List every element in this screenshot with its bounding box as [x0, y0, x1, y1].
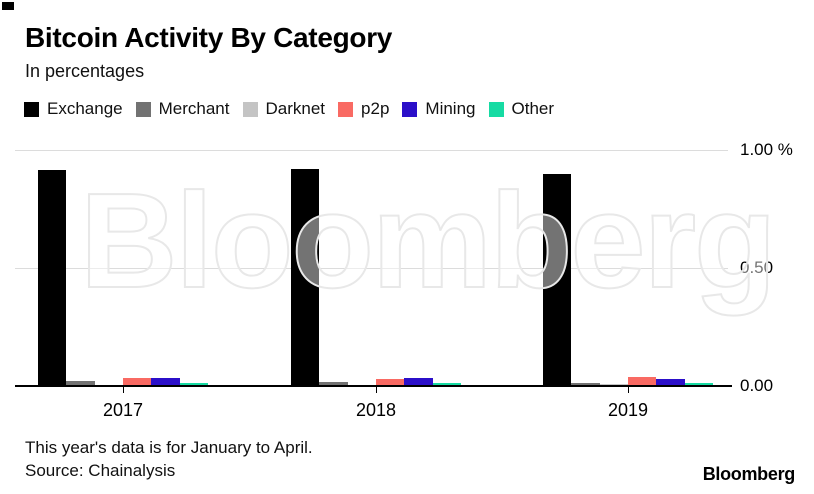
bar-2019-merchant [571, 382, 600, 386]
legend-item-mining: Mining [402, 99, 476, 119]
bloomberg-logo: Bloomberg [702, 464, 796, 484]
legend-label: p2p [361, 99, 390, 118]
source-line: Source: Chainalysis [25, 461, 176, 480]
bar-2019-exchange [543, 173, 572, 386]
x-axis-tick [123, 386, 124, 393]
legend-swatch-darknet [242, 101, 258, 117]
legend-item-merchant: Merchant [135, 99, 230, 119]
legend-item-darknet: Darknet [242, 99, 326, 119]
bar-2017-exchange [38, 170, 67, 386]
y-axis-tick-label: 0.50 [740, 258, 774, 277]
bar-2019-p2p [628, 377, 657, 386]
x-axis-label-2018: 2018 [355, 400, 397, 420]
legend-swatch-other [488, 101, 504, 117]
x-axis-tick [376, 386, 377, 393]
footnote: This year's data is for January to April… [25, 438, 313, 457]
x-axis-label-2017: 2017 [102, 400, 144, 420]
chart-subtitle: In percentages [25, 61, 145, 81]
legend-swatch-mining [402, 101, 418, 117]
legend-item-exchange: Exchange [24, 99, 123, 119]
bar-2018-merchant [319, 381, 348, 386]
legend-item-p2p: p2p [338, 99, 389, 119]
y-axis-tick-label: 1.00 % [740, 140, 793, 159]
x-axis-line [15, 385, 732, 387]
bar-2018-exchange [291, 168, 320, 386]
bar-2018-mining [404, 377, 433, 386]
bar-2017-merchant [66, 381, 95, 386]
corner-artifact [2, 2, 14, 10]
legend-label: Other [511, 99, 555, 118]
x-axis-tick [628, 386, 629, 393]
legend-label: Darknet [265, 99, 326, 118]
bar-2019-other [684, 382, 713, 386]
legend-swatch-merchant [135, 101, 151, 117]
legend-swatch-exchange [24, 101, 39, 117]
legend-label: Exchange [47, 99, 123, 118]
bar-2017-other [179, 382, 208, 386]
bar-2017-mining [151, 377, 180, 386]
y-axis-tick-label: 0.00 [740, 376, 774, 395]
bar-2018-other [432, 382, 461, 386]
gridline-0.50 [15, 268, 728, 269]
legend-label: Mining [425, 99, 476, 118]
bar-2019-mining [656, 379, 685, 386]
bar-2018-p2p [376, 379, 405, 386]
legend-swatch-p2p [338, 101, 354, 117]
x-axis-label-2019: 2019 [607, 400, 649, 420]
legend-label: Merchant [158, 99, 230, 118]
legend-item-other: Other [488, 99, 555, 119]
legend: Exchange Merchant Darknet p2p Mining Other [24, 99, 554, 119]
gridline-1.00% [15, 150, 728, 151]
chart-title: Bitcoin Activity By Category [25, 22, 393, 53]
bar-2017-p2p [123, 378, 152, 386]
